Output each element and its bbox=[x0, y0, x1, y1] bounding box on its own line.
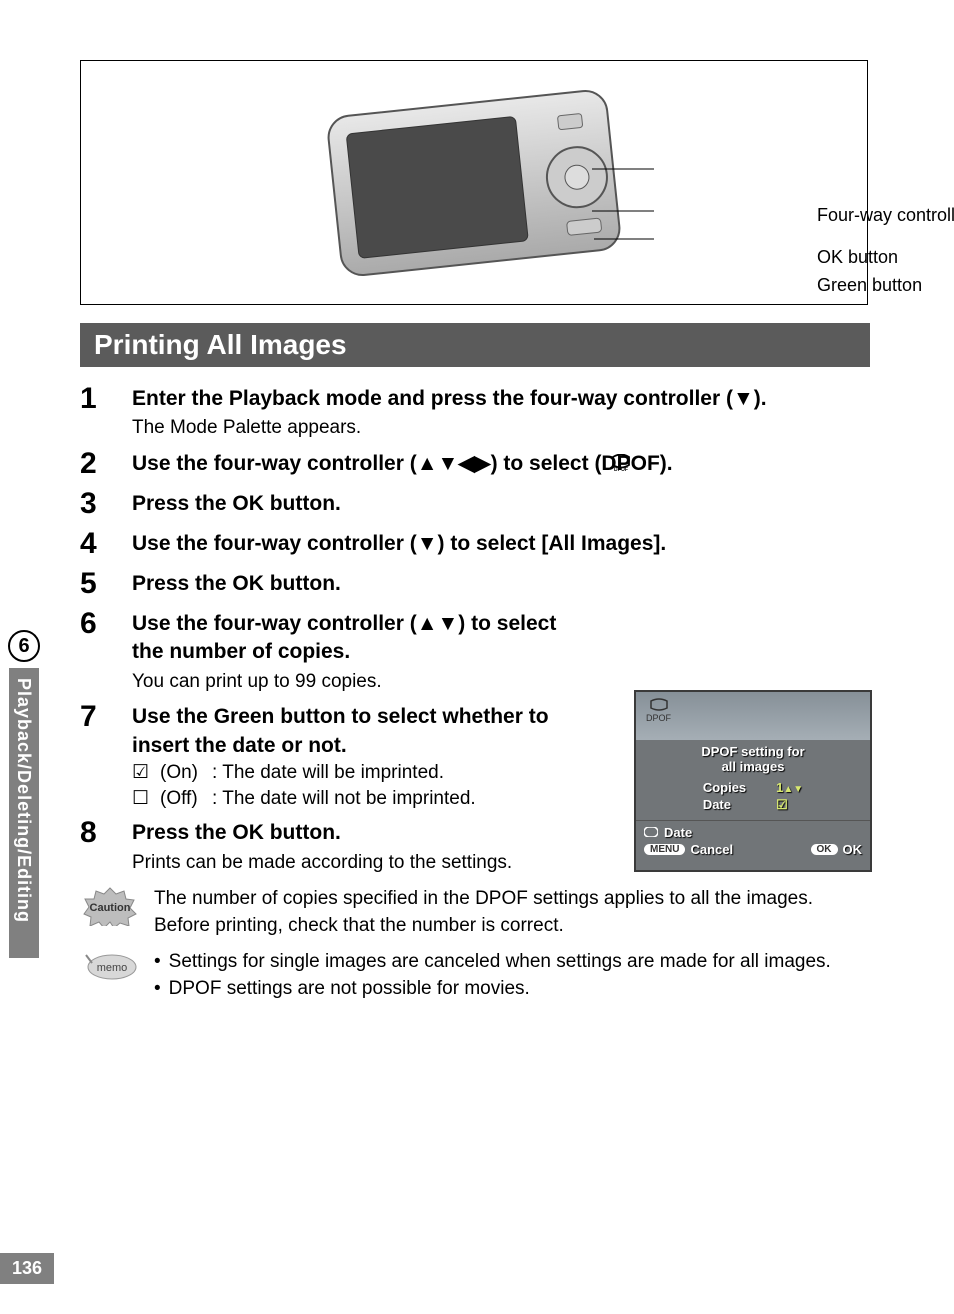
step-number: 2 bbox=[80, 446, 132, 482]
step-number: 1 bbox=[80, 381, 132, 417]
option-off: ☐ (Off) : The date will not be imprinted… bbox=[132, 786, 592, 812]
checkbox-off-icon: ☐ bbox=[132, 786, 160, 812]
lcd-heading-2: all images bbox=[644, 759, 862, 774]
caution-icon: Caution bbox=[82, 886, 138, 926]
step-title: Press the OK button. bbox=[132, 570, 870, 598]
memo-block: memo Settings for single images are canc… bbox=[80, 949, 870, 1002]
memo-bullet-2: DPOF settings are not possible for movie… bbox=[154, 976, 870, 1003]
lcd-date-label: Date bbox=[703, 797, 746, 814]
svg-text:memo: memo bbox=[97, 962, 128, 974]
step-6: 6 Use the four-way controller (▲▼) to se… bbox=[80, 606, 870, 695]
step-number: 8 bbox=[80, 815, 132, 851]
lcd-green-hint: Date bbox=[664, 825, 692, 840]
step-number: 3 bbox=[80, 486, 132, 522]
step-number: 6 bbox=[80, 606, 132, 642]
lcd-date-value: ☑ bbox=[776, 797, 803, 814]
lcd-copies-label: Copies bbox=[703, 780, 746, 797]
step-2: 2 Use the four-way controller (▲▼◀▶) to … bbox=[80, 446, 870, 482]
option-label: (On) bbox=[160, 760, 212, 786]
lcd-ok: OK bbox=[843, 842, 863, 857]
chapter-number: 6 bbox=[8, 630, 40, 662]
page-number: 136 bbox=[0, 1253, 54, 1284]
caution-text: The number of copies specified in the DP… bbox=[154, 886, 870, 939]
step-3: 3 Press the OK button. bbox=[80, 486, 870, 522]
step-title: Use the Green button to select whether t… bbox=[132, 703, 592, 760]
diagram-label-fourway: Four-way controller bbox=[817, 201, 954, 230]
svg-text:Caution: Caution bbox=[90, 902, 131, 914]
diagram-label-ok: OK button bbox=[817, 243, 898, 272]
dpof-icon: DPOF bbox=[610, 454, 632, 472]
step-number: 4 bbox=[80, 526, 132, 562]
memo-icon: memo bbox=[82, 949, 138, 981]
step-number: 5 bbox=[80, 566, 132, 602]
section-header: Printing All Images bbox=[80, 323, 870, 367]
camera-illustration bbox=[294, 73, 654, 293]
menu-pill: MENU bbox=[644, 844, 685, 855]
step-title: Use the four-way controller (▲▼) to sele… bbox=[132, 610, 592, 667]
step-5: 5 Press the OK button. bbox=[80, 566, 870, 602]
green-button-icon bbox=[644, 827, 658, 837]
lcd-dpof-label: DPOF bbox=[646, 713, 671, 723]
svg-text:DPOF: DPOF bbox=[615, 467, 629, 472]
option-text: : The date will not be imprinted. bbox=[212, 786, 592, 812]
ok-pill: OK bbox=[811, 844, 838, 855]
step-desc: The Mode Palette appears. bbox=[132, 415, 870, 442]
step-title: Use the four-way controller (▼) to selec… bbox=[132, 530, 870, 558]
lcd-heading-1: DPOF setting for bbox=[644, 744, 862, 759]
caution-block: Caution The number of copies specified i… bbox=[80, 886, 870, 939]
checkbox-on-icon: ☑ bbox=[132, 760, 160, 786]
option-label: (Off) bbox=[160, 786, 212, 812]
chapter-tab: 6 Playback/Deleting/Editing bbox=[0, 630, 48, 958]
lcd-dpof-icon: DPOF bbox=[646, 698, 671, 723]
memo-bullet-1: Settings for single images are canceled … bbox=[154, 949, 870, 976]
step-number: 7 bbox=[80, 699, 132, 735]
diagram-label-green: Green button bbox=[817, 271, 922, 300]
step-desc: You can print up to 99 copies. bbox=[132, 669, 592, 696]
chapter-title: Playback/Deleting/Editing bbox=[9, 668, 39, 958]
step-title-text: Use the four-way controller (▲▼◀▶) to se… bbox=[132, 452, 673, 475]
lcd-cancel: Cancel bbox=[690, 842, 733, 857]
option-on: ☑ (On) : The date will be imprinted. bbox=[132, 760, 592, 786]
step-1: 1 Enter the Playback mode and press the … bbox=[80, 381, 870, 442]
step-title: Enter the Playback mode and press the fo… bbox=[132, 385, 870, 413]
option-text: : The date will be imprinted. bbox=[212, 760, 592, 786]
camera-diagram: Four-way controller OK button Green butt… bbox=[80, 60, 868, 305]
step-title: Use the four-way controller (▲▼◀▶) to se… bbox=[132, 450, 870, 478]
camera-lcd-screenshot: DPOF DPOF setting for all images Copies … bbox=[634, 690, 872, 872]
step-4: 4 Use the four-way controller (▼) to sel… bbox=[80, 526, 870, 562]
updown-icon: ▲▼ bbox=[783, 784, 803, 795]
step-title: Press the OK button. bbox=[132, 490, 870, 518]
